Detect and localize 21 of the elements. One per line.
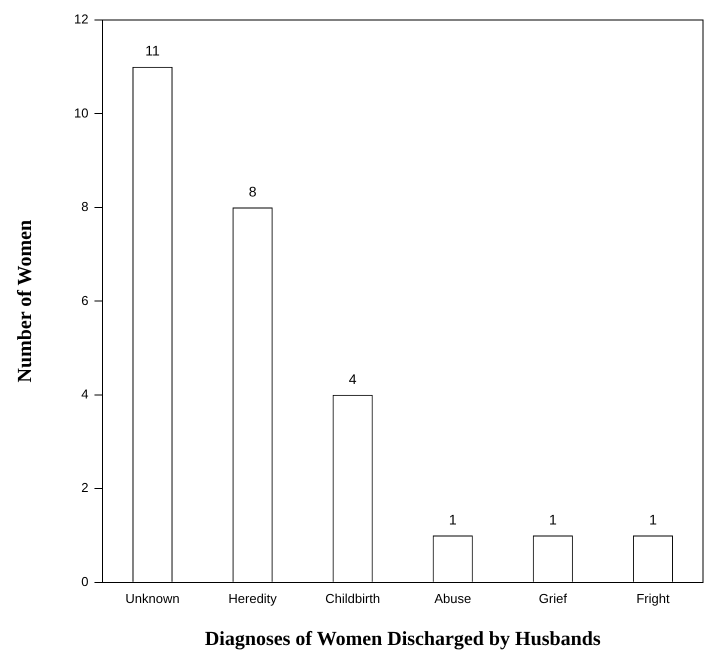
x-tick-label: Childbirth [325, 590, 380, 606]
y-tick-label: 0 [81, 574, 88, 589]
x-tick-label: Abuse [434, 590, 472, 606]
y-tick-label: 10 [74, 105, 88, 120]
y-axis-title: Number of Women [14, 220, 36, 383]
x-axis-title: Diagnoses of Women Discharged by Husbands [204, 628, 601, 650]
data-label: 4 [348, 370, 357, 387]
y-tick-label: 12 [74, 12, 88, 27]
data-label: 1 [448, 511, 457, 528]
y-tick-label: 6 [81, 292, 88, 308]
data-label: 1 [649, 511, 658, 528]
data-label: 11 [145, 42, 160, 59]
y-tick-label: 8 [81, 199, 88, 214]
x-tick-label: Heredity [228, 590, 278, 606]
x-tick-label: Unknown [125, 590, 180, 606]
y-tick-label: 4 [81, 386, 88, 402]
x-tick-label: Fright [636, 590, 670, 606]
data-label: 8 [248, 183, 257, 200]
y-tick-label: 2 [81, 480, 88, 496]
x-tick-label: Grief [538, 590, 568, 606]
data-label: 1 [548, 511, 557, 528]
